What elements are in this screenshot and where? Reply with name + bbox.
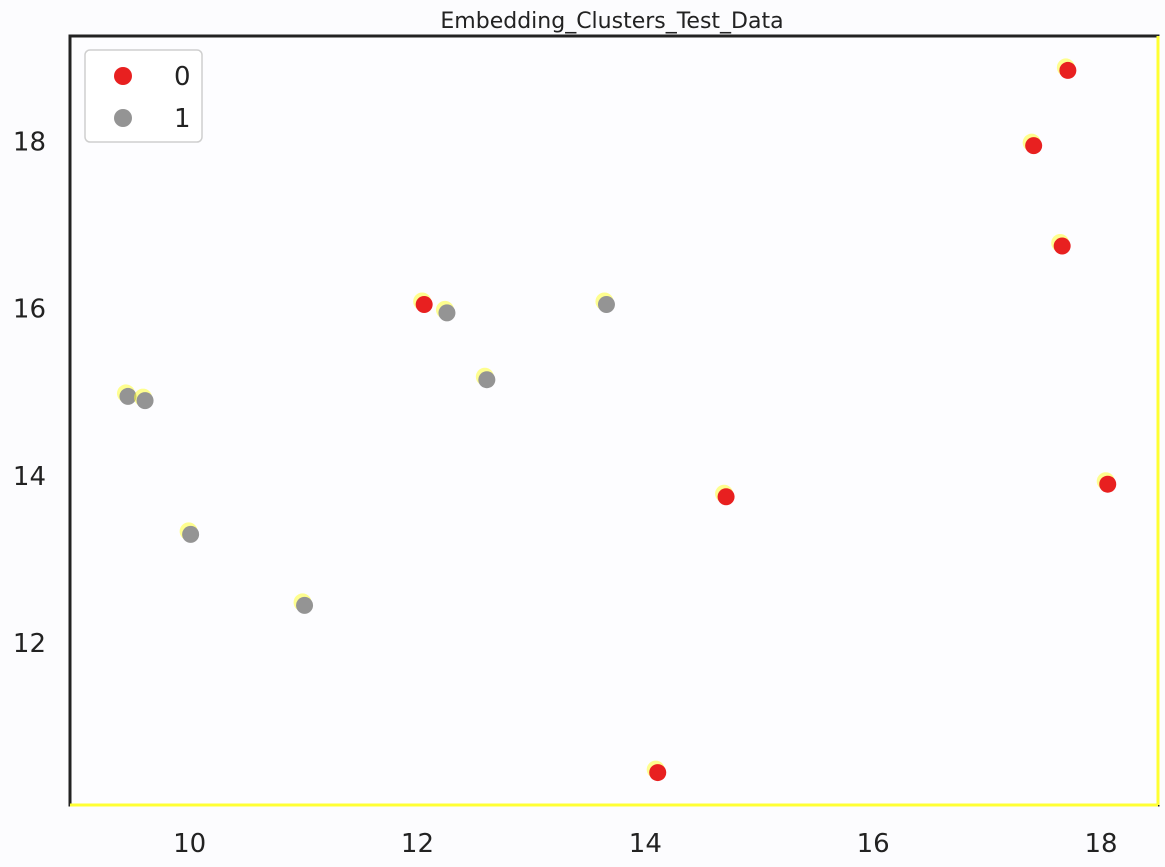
data-point-series-0 (415, 295, 433, 313)
data-point-series-1 (478, 371, 496, 389)
x-tick-label: 14 (629, 829, 662, 859)
y-tick-label: 16 (13, 295, 46, 325)
data-point-series-1 (296, 596, 314, 614)
chart-title: Embedding_Clusters_Test_Data (440, 9, 783, 34)
data-point-series-0 (649, 764, 667, 782)
legend-label: 0 (174, 62, 191, 92)
x-tick-label: 18 (1084, 829, 1117, 859)
x-tick-label: 12 (401, 829, 434, 859)
data-point-series-1 (438, 304, 456, 322)
plot-area (68, 34, 1160, 807)
x-tick-label: 10 (173, 829, 206, 859)
data-point-series-0 (1099, 475, 1117, 493)
legend-marker-series-1 (114, 109, 132, 127)
data-point-series-0 (1025, 137, 1043, 155)
legend: 01 (84, 49, 203, 143)
data-point-series-1 (119, 387, 137, 405)
legend-label: 1 (174, 104, 191, 134)
legend-marker-series-0 (114, 67, 132, 85)
x-tick-label: 16 (857, 829, 890, 859)
data-point-series-1 (136, 392, 154, 410)
y-tick-label: 18 (13, 127, 46, 157)
plot-frame (68, 34, 1160, 807)
data-point-series-0 (717, 488, 735, 506)
data-point-series-1 (182, 525, 200, 543)
data-point-series-1 (597, 295, 615, 313)
data-point-series-0 (1053, 237, 1071, 255)
data-point-series-0 (1059, 61, 1077, 79)
y-tick-label: 12 (13, 629, 46, 659)
axes: 10 12 14 16 18 12 14 16 18 (13, 127, 1118, 859)
y-tick-label: 14 (13, 462, 46, 492)
